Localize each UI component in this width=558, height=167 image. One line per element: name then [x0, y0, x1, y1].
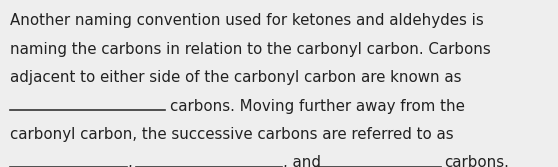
- Text: carbons. Moving further away from the: carbons. Moving further away from the: [170, 99, 465, 114]
- Text: carbonyl carbon, the successive carbons are referred to as: carbonyl carbon, the successive carbons …: [10, 127, 454, 142]
- Text: Another naming convention used for ketones and aldehydes is: Another naming convention used for keton…: [10, 13, 484, 28]
- Point: [437, 166, 444, 167]
- Text: ,: ,: [128, 155, 133, 167]
- Point: [161, 109, 168, 111]
- Text: adjacent to either side of the carbonyl carbon are known as: adjacent to either side of the carbonyl …: [10, 70, 461, 85]
- Point: [312, 166, 319, 167]
- Text: naming the carbons in relation to the carbonyl carbon. Carbons: naming the carbons in relation to the ca…: [10, 42, 491, 57]
- Text: , and: , and: [283, 155, 321, 167]
- Point: [7, 109, 13, 111]
- Point: [124, 166, 131, 167]
- Text: carbons.: carbons.: [444, 155, 509, 167]
- Point: [132, 166, 139, 167]
- Point: [7, 166, 13, 167]
- Point: [278, 166, 285, 167]
